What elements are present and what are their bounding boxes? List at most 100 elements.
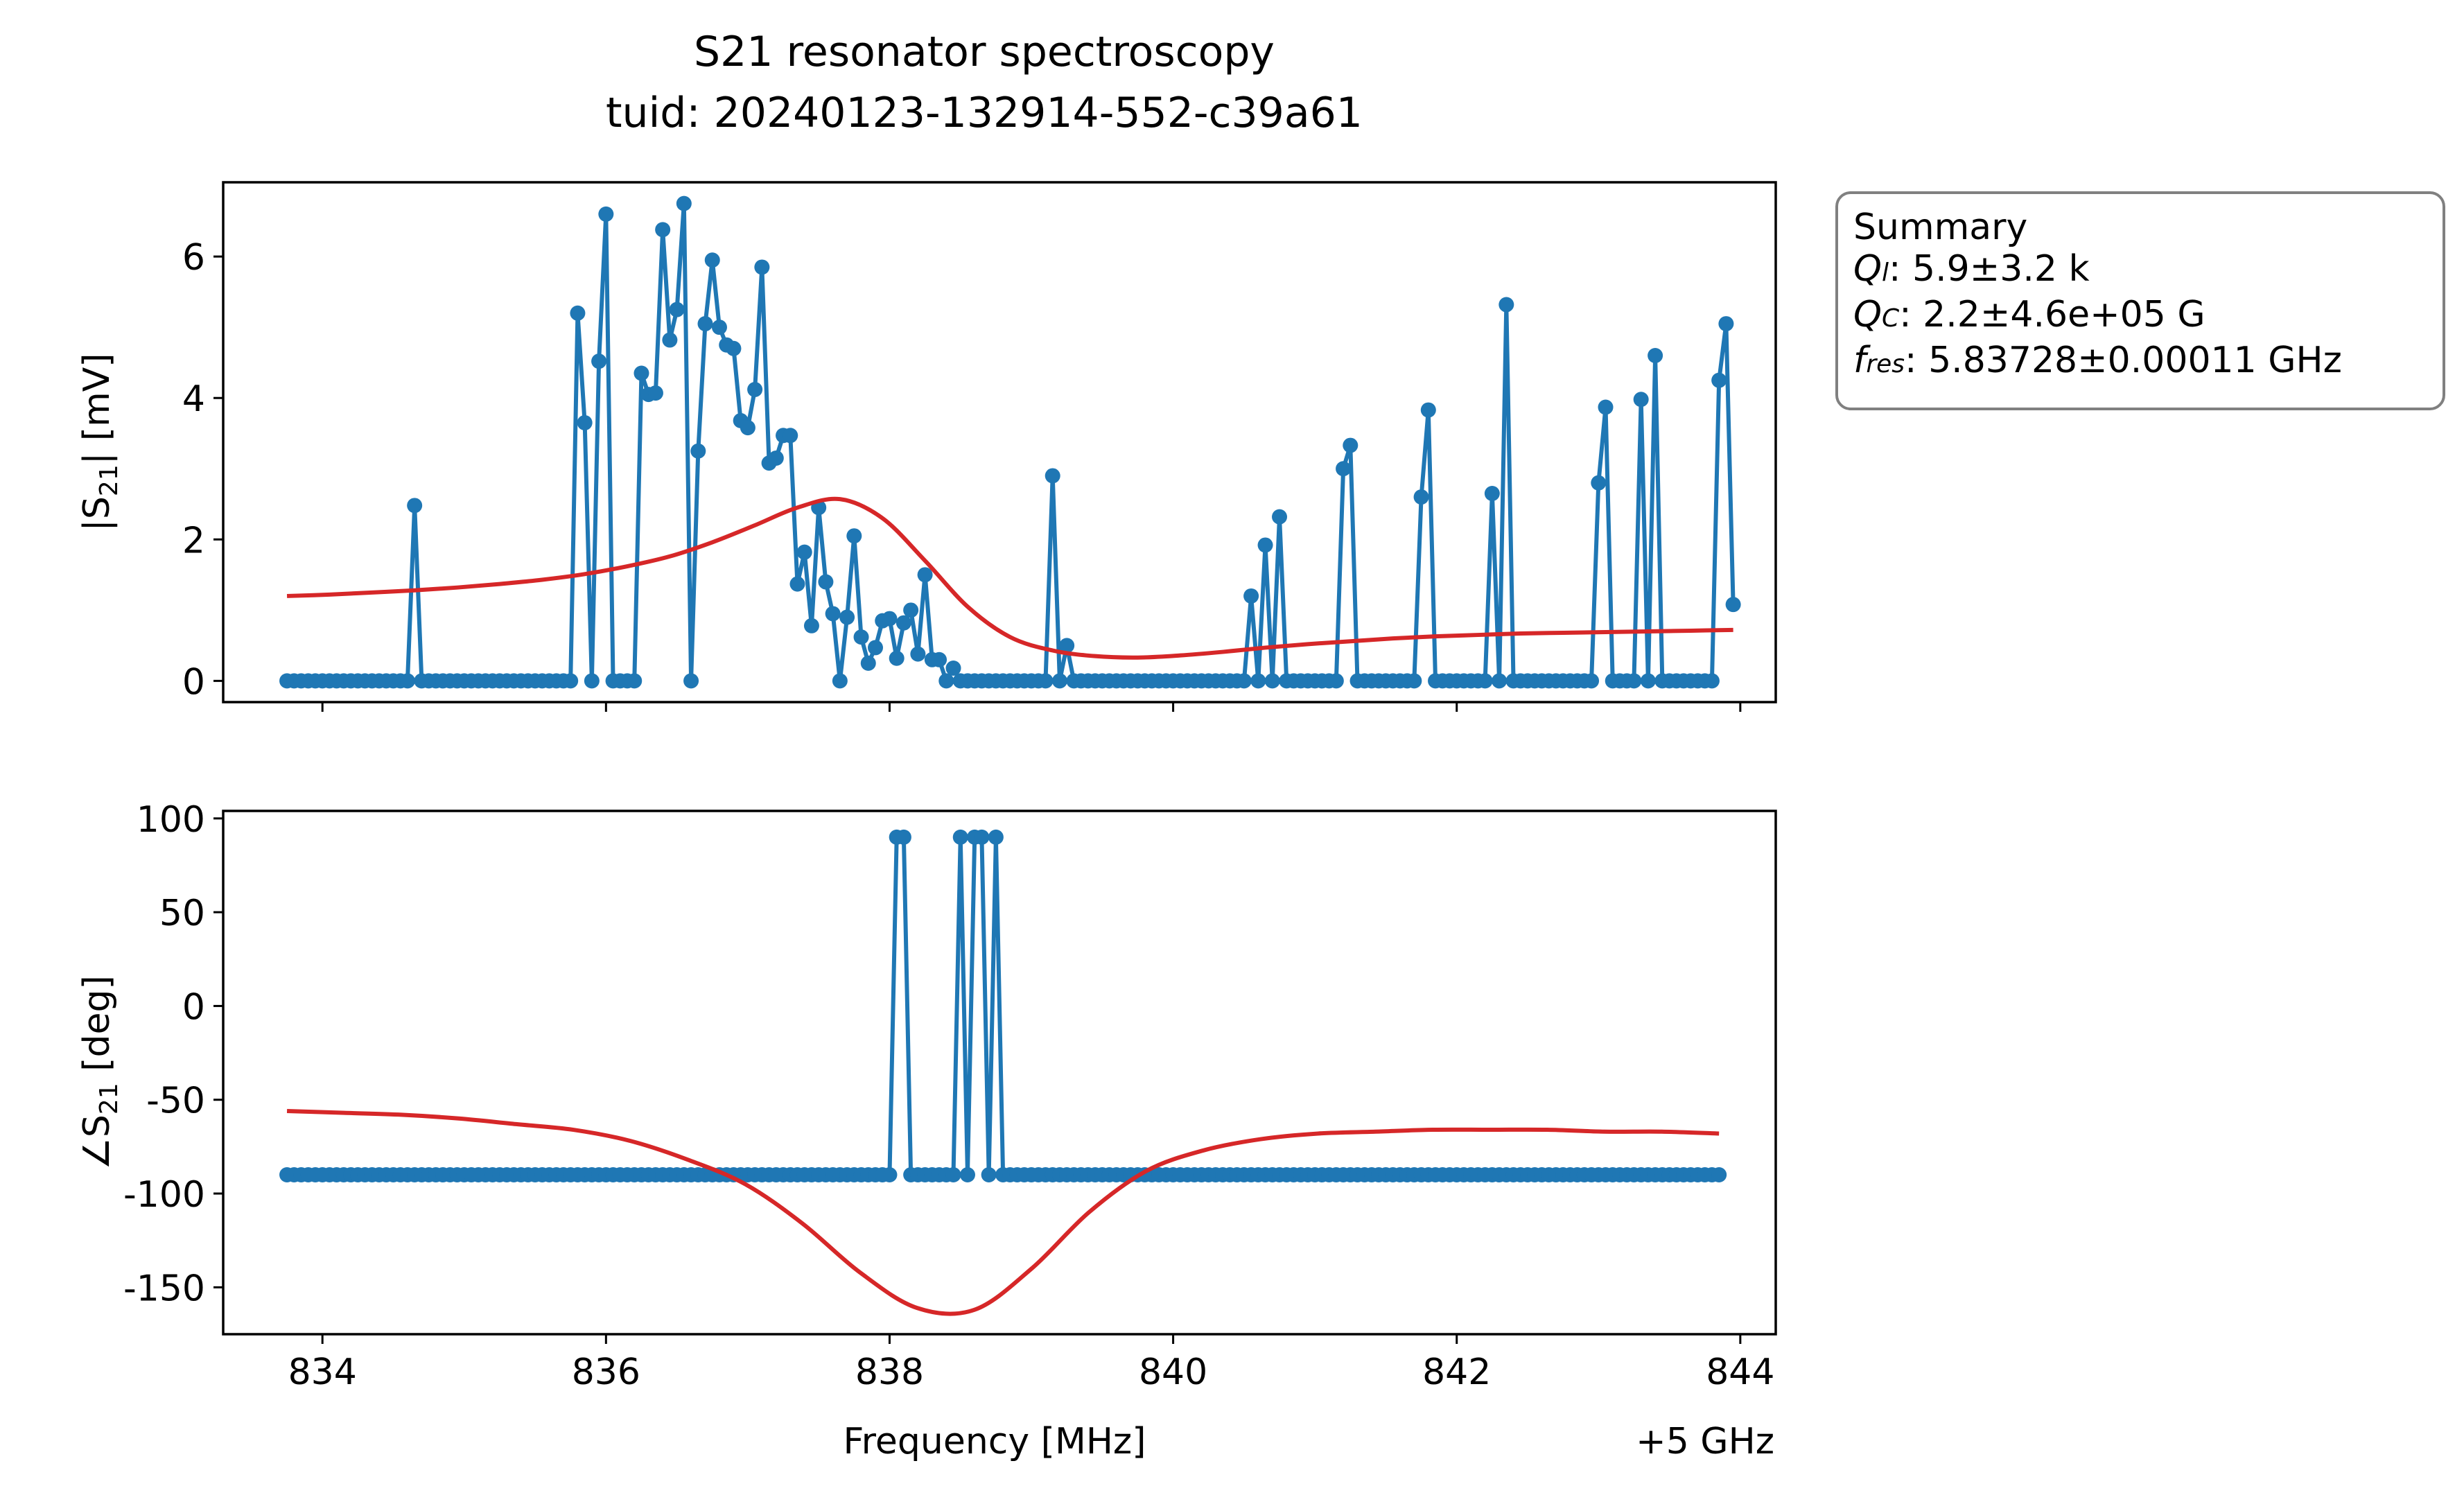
data-point (1718, 316, 1734, 332)
y-tick-label: 2 (182, 520, 205, 561)
y-tick-label: -100 (123, 1174, 205, 1216)
y-axis-label: |S21| [mV] (76, 353, 123, 531)
summary-legend-box: Summary Ql: 5.9±3.2 k QC: 2.2±4.6e+05 G … (1835, 191, 2445, 410)
data-point (726, 340, 742, 356)
data-point (577, 414, 593, 430)
axes-frame (222, 181, 1777, 703)
data-point (839, 609, 855, 625)
y-tick-label: -150 (123, 1268, 205, 1309)
x-tick-label: 834 (288, 1352, 357, 1393)
data-point (754, 259, 770, 275)
data-point (627, 673, 643, 689)
data-point (697, 316, 713, 332)
summary-q-loaded: Ql: 5.9±3.2 k (1853, 248, 2090, 290)
data-point (399, 673, 415, 689)
data-point (945, 661, 961, 676)
data-point (591, 353, 607, 369)
data-point (647, 385, 663, 401)
data-point (1250, 673, 1266, 689)
data-point (910, 646, 926, 662)
data-point (938, 673, 954, 689)
data-point (860, 655, 876, 671)
data-point (676, 195, 692, 211)
data-point (711, 320, 727, 335)
data-point (803, 618, 819, 633)
y-tick-label: 0 (182, 986, 205, 1028)
data-point (981, 1166, 997, 1182)
y-tick-label: 0 (182, 661, 205, 703)
axes-frame (222, 810, 1777, 1336)
y-tick-label: 4 (182, 378, 205, 420)
y-tick-label: 6 (182, 237, 205, 279)
data-point (889, 650, 905, 666)
data-point (895, 829, 911, 845)
data-point (570, 305, 586, 321)
data-point (952, 829, 968, 845)
data-point (825, 606, 841, 622)
data-point (945, 1166, 961, 1182)
data-point (1236, 673, 1252, 689)
data-point (563, 673, 579, 689)
y-tick-label: 50 (159, 893, 205, 934)
data-point (882, 1166, 898, 1182)
data-point (634, 365, 649, 381)
data-point (768, 450, 784, 466)
data-point (832, 673, 848, 689)
x-tick-label: 840 (1139, 1352, 1207, 1393)
data-point (662, 332, 678, 348)
chart-subtitle: tuid: 20240123-132914-552-c39a61 (606, 89, 1363, 137)
data-point (1272, 509, 1288, 525)
data-point (1406, 673, 1422, 689)
x-offset-label: +5 GHz (1636, 1421, 1774, 1462)
summary-heading: Summary (1853, 207, 2028, 248)
y-axis-label: ∠S21 [deg] (76, 975, 123, 1170)
data-line (287, 201, 1736, 683)
data-point (959, 1166, 975, 1182)
phase-axes: 834 836 838 840 842 844 -150 -100 -50 0 50 100 ∠S21 … (76, 799, 1777, 1393)
data-point (690, 443, 706, 459)
data-point (789, 576, 805, 592)
data-point (974, 829, 990, 845)
data-point (796, 544, 812, 560)
data-point (895, 615, 911, 631)
data-point (1704, 673, 1720, 689)
data-point (740, 420, 755, 436)
data-point (704, 252, 720, 268)
data-point (917, 567, 933, 583)
data-point (903, 602, 919, 618)
data-point (683, 673, 699, 689)
data-point (655, 222, 671, 238)
magnitude-axes: 0 2 4 6 |S21| [mV] (76, 181, 1777, 712)
data-point (407, 498, 423, 514)
data-point (1484, 485, 1500, 501)
data-point (783, 428, 798, 444)
data-point (1336, 461, 1352, 477)
data-point (1243, 588, 1259, 604)
data-point (1264, 673, 1280, 689)
data-point (669, 301, 685, 317)
x-tick-label: 844 (1706, 1352, 1774, 1393)
data-point (1725, 597, 1741, 613)
summary-f-res: fres: 5.83728±0.00011 GHz (1853, 340, 2342, 381)
data-point (598, 206, 614, 222)
data-point (1328, 673, 1344, 689)
data-point (1499, 297, 1514, 313)
y-tick-label: 100 (137, 799, 205, 841)
data-point (1591, 475, 1607, 491)
data-point (1477, 673, 1493, 689)
x-tick-label: 838 (855, 1352, 924, 1393)
y-tick-label: -50 (146, 1081, 205, 1122)
chart-title: S21 resonator spectroscopy (694, 28, 1275, 76)
data-point (853, 629, 869, 645)
data-point (1257, 537, 1273, 553)
summary-q-coupling: QC: 2.2±4.6e+05 G (1853, 294, 2205, 335)
x-axis-label: Frequency [MHz] (844, 1421, 1146, 1462)
data-point (868, 640, 884, 656)
fit-curve (286, 496, 1733, 660)
data-point (584, 673, 600, 689)
data-point (1711, 1166, 1727, 1182)
data-point (1051, 673, 1067, 689)
data-point (1584, 673, 1600, 689)
data-point (1648, 348, 1663, 363)
